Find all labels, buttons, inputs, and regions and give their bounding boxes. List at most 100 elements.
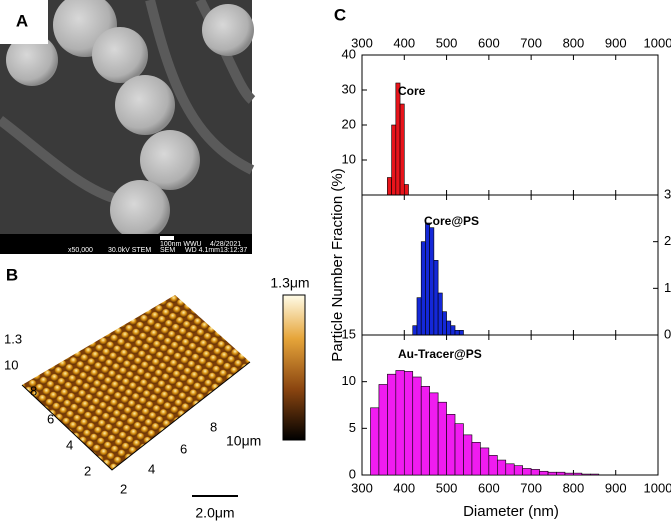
sem-info: 30.0kV STEM xyxy=(108,247,151,254)
bar xyxy=(547,471,557,476)
bar xyxy=(437,292,443,336)
y-tick-label: 15 xyxy=(342,326,356,341)
x-tick-label: 600 xyxy=(478,35,500,50)
sem-info: x50,000 xyxy=(68,247,93,254)
panel-label: B xyxy=(6,265,18,284)
afm-axes xyxy=(21,361,251,471)
plot-frame xyxy=(361,194,659,336)
bar xyxy=(412,325,418,336)
scale-bar-label: 2.0μm xyxy=(195,505,234,521)
x-tick-label: 500 xyxy=(436,35,458,50)
y-tick-label: 10 xyxy=(664,280,671,295)
bar xyxy=(395,370,405,476)
sem-info: SEM xyxy=(160,247,175,254)
colorbar xyxy=(282,294,306,441)
x-tick-label: 900 xyxy=(605,35,627,50)
bar xyxy=(573,472,583,476)
x-tick-label: 600 xyxy=(478,480,500,495)
bar xyxy=(433,260,439,336)
z-label: 1.3 xyxy=(4,331,22,346)
series-title: Core@PS xyxy=(424,214,479,228)
bar xyxy=(556,471,566,476)
label-box xyxy=(0,0,48,44)
bar xyxy=(480,447,490,476)
bar xyxy=(454,423,464,476)
x-tick-label: 1000 xyxy=(644,480,671,495)
bar xyxy=(429,227,435,336)
y-tick-label: 20 xyxy=(342,116,356,131)
afm-x-tick: 10μm xyxy=(226,433,261,449)
x-tick-label: 900 xyxy=(605,480,627,495)
bar xyxy=(425,222,430,336)
x-axis-label: Diameter (nm) xyxy=(463,503,559,520)
sem-image xyxy=(0,0,256,254)
x-tick-label: 700 xyxy=(520,480,542,495)
x-tick-label: 800 xyxy=(563,480,585,495)
y-tick-label: 30 xyxy=(664,186,671,201)
plot-frame xyxy=(361,54,659,196)
x-tick-label: 500 xyxy=(436,480,458,495)
x-tick-label: 800 xyxy=(563,35,585,50)
bar xyxy=(539,470,549,476)
y-tick-label: 40 xyxy=(342,46,356,61)
bar xyxy=(505,463,515,476)
bar xyxy=(522,468,532,476)
sem-info: WD 4.1mm xyxy=(185,247,220,254)
bar xyxy=(370,407,380,476)
x-tick-label: 400 xyxy=(393,35,415,50)
bar xyxy=(564,472,574,476)
y-tick-label: 10 xyxy=(342,151,356,166)
bar xyxy=(590,473,600,476)
bar xyxy=(446,414,456,476)
bar xyxy=(429,392,439,476)
y-tick-label: 20 xyxy=(664,233,671,248)
bar xyxy=(399,103,405,196)
bar xyxy=(416,297,422,336)
panel-label: A xyxy=(16,11,28,30)
afm-y-tick: 2 xyxy=(84,463,91,478)
bar xyxy=(420,386,430,476)
afm-y-tick: 10 xyxy=(4,357,18,372)
x-tick-label: 400 xyxy=(393,480,415,495)
bar xyxy=(412,376,422,476)
bar xyxy=(442,311,447,336)
bar xyxy=(471,442,481,476)
bar xyxy=(437,401,447,476)
bar xyxy=(378,384,388,476)
bar xyxy=(513,465,523,476)
bar xyxy=(530,469,540,476)
afm-surface xyxy=(22,295,250,470)
bar xyxy=(454,330,460,336)
y-tick-label: 5 xyxy=(349,420,356,435)
bar xyxy=(391,124,397,196)
y-tick-label: 30 xyxy=(342,81,356,96)
bar xyxy=(581,473,591,476)
bar xyxy=(488,455,498,476)
bar xyxy=(420,241,426,336)
y-tick-label: 0 xyxy=(349,466,356,481)
x-tick-label: 1000 xyxy=(644,35,671,50)
bar xyxy=(403,184,409,196)
series-title: Core xyxy=(398,84,426,98)
sem-info: 13:12:37 xyxy=(220,247,247,254)
y-tick-label: 10 xyxy=(342,373,356,388)
afm-y-tick: 6 xyxy=(47,411,54,426)
bar xyxy=(458,330,464,336)
colorbar-label: 1.3μm xyxy=(270,275,309,291)
afm-y-tick: 8 xyxy=(30,383,37,398)
x-tick-label: 300 xyxy=(351,35,373,50)
sem-scale: 100nm WWU xyxy=(160,241,202,248)
series-title: Au-Tracer@PS xyxy=(398,347,482,361)
x-tick-label: 300 xyxy=(351,480,373,495)
y-tick-label: 0 xyxy=(664,326,671,341)
bar xyxy=(387,373,397,476)
afm-x-tick: 6 xyxy=(180,441,187,456)
bar xyxy=(450,325,456,336)
bar xyxy=(395,82,401,196)
panel-label: C xyxy=(334,5,346,24)
bar xyxy=(446,320,452,336)
afm-y-tick: 4 xyxy=(66,437,73,452)
afm-x-tick: 4 xyxy=(148,461,155,476)
bar xyxy=(497,459,507,476)
